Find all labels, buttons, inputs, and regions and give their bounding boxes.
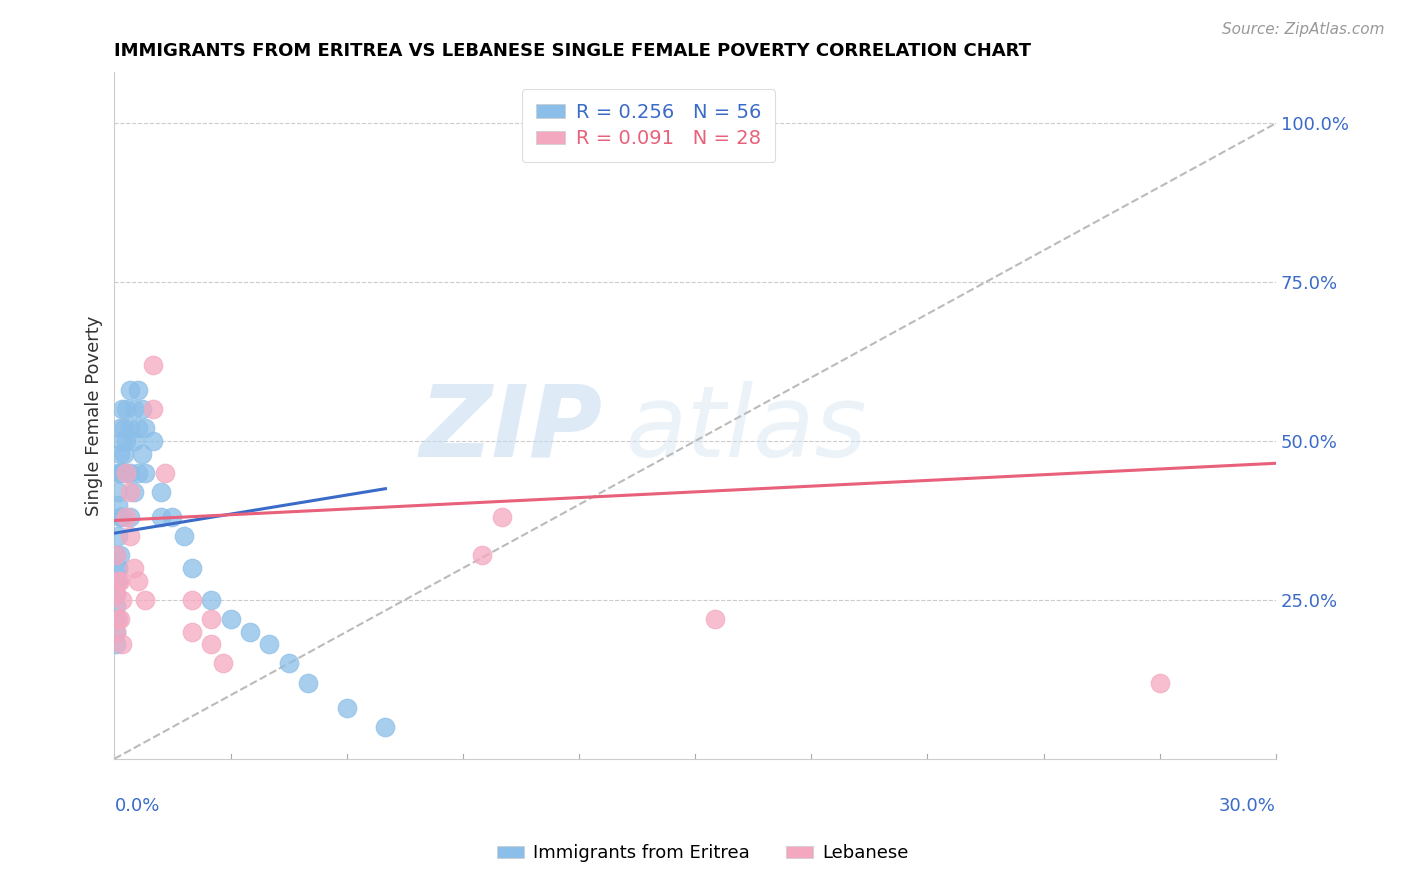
Point <box>107 612 129 626</box>
Legend: R = 0.256   N = 56, R = 0.091   N = 28: R = 0.256 N = 56, R = 0.091 N = 28 <box>522 89 776 162</box>
Point <box>142 434 165 448</box>
Point <box>200 612 222 626</box>
Point <box>134 421 156 435</box>
Text: Source: ZipAtlas.com: Source: ZipAtlas.com <box>1222 22 1385 37</box>
Point <box>115 510 138 524</box>
Point <box>200 637 222 651</box>
Point <box>134 466 156 480</box>
Point <box>107 561 129 575</box>
Point <box>142 358 165 372</box>
Point <box>142 402 165 417</box>
Point <box>118 510 141 524</box>
Point <box>111 510 134 524</box>
Y-axis label: Single Female Poverty: Single Female Poverty <box>86 316 103 516</box>
Point <box>111 434 134 448</box>
Point <box>107 466 129 480</box>
Point <box>107 574 129 588</box>
Point <box>105 549 128 563</box>
Point <box>134 593 156 607</box>
Point <box>149 510 172 524</box>
Point <box>110 466 132 480</box>
Point <box>180 593 202 607</box>
Point <box>110 612 132 626</box>
Point <box>111 466 134 480</box>
Point <box>122 561 145 575</box>
Point <box>239 624 262 639</box>
Point <box>107 561 129 575</box>
Point <box>107 484 129 499</box>
Point <box>107 498 129 512</box>
Point <box>703 612 725 626</box>
Point <box>112 447 135 461</box>
Point <box>131 447 153 461</box>
Point <box>111 637 134 651</box>
Point <box>105 624 128 639</box>
Point <box>115 434 138 448</box>
Point <box>149 484 172 499</box>
Point <box>105 599 128 614</box>
Point <box>471 549 494 563</box>
Point <box>118 383 141 397</box>
Point <box>173 529 195 543</box>
Point <box>110 549 132 563</box>
Point <box>115 402 138 417</box>
Point <box>374 720 396 734</box>
Text: IMMIGRANTS FROM ERITREA VS LEBANESE SINGLE FEMALE POVERTY CORRELATION CHART: IMMIGRANTS FROM ERITREA VS LEBANESE SING… <box>114 42 1032 60</box>
Text: 30.0%: 30.0% <box>1219 797 1277 814</box>
Point <box>297 675 319 690</box>
Point <box>491 510 513 524</box>
Point <box>118 484 141 499</box>
Point <box>110 510 132 524</box>
Point <box>131 402 153 417</box>
Point <box>110 574 132 588</box>
Point <box>122 402 145 417</box>
Point <box>111 402 134 417</box>
Point <box>105 586 128 600</box>
Point <box>115 466 138 480</box>
Text: atlas: atlas <box>626 381 868 478</box>
Point <box>122 484 145 499</box>
Text: ZIP: ZIP <box>419 381 602 478</box>
Point <box>118 466 141 480</box>
Point <box>107 574 129 588</box>
Point <box>105 549 128 563</box>
Point <box>105 586 128 600</box>
Point <box>118 421 141 435</box>
Point <box>122 434 145 448</box>
Point <box>107 529 129 543</box>
Point <box>105 612 128 626</box>
Point <box>259 637 281 651</box>
Point <box>105 574 128 588</box>
Point <box>127 383 149 397</box>
Point <box>110 447 132 461</box>
Point <box>105 624 128 639</box>
Point <box>200 593 222 607</box>
Point <box>127 574 149 588</box>
Point <box>1149 675 1171 690</box>
Point <box>115 466 138 480</box>
Legend: Immigrants from Eritrea, Lebanese: Immigrants from Eritrea, Lebanese <box>491 838 915 870</box>
Point <box>127 421 149 435</box>
Point <box>336 701 359 715</box>
Point <box>219 612 242 626</box>
Point <box>180 624 202 639</box>
Point <box>162 510 184 524</box>
Point <box>118 529 141 543</box>
Point <box>211 657 233 671</box>
Point <box>277 657 299 671</box>
Point <box>180 561 202 575</box>
Point <box>127 466 149 480</box>
Point <box>112 421 135 435</box>
Point <box>153 466 176 480</box>
Point <box>111 593 134 607</box>
Point <box>110 421 132 435</box>
Text: 0.0%: 0.0% <box>114 797 160 814</box>
Point <box>105 637 128 651</box>
